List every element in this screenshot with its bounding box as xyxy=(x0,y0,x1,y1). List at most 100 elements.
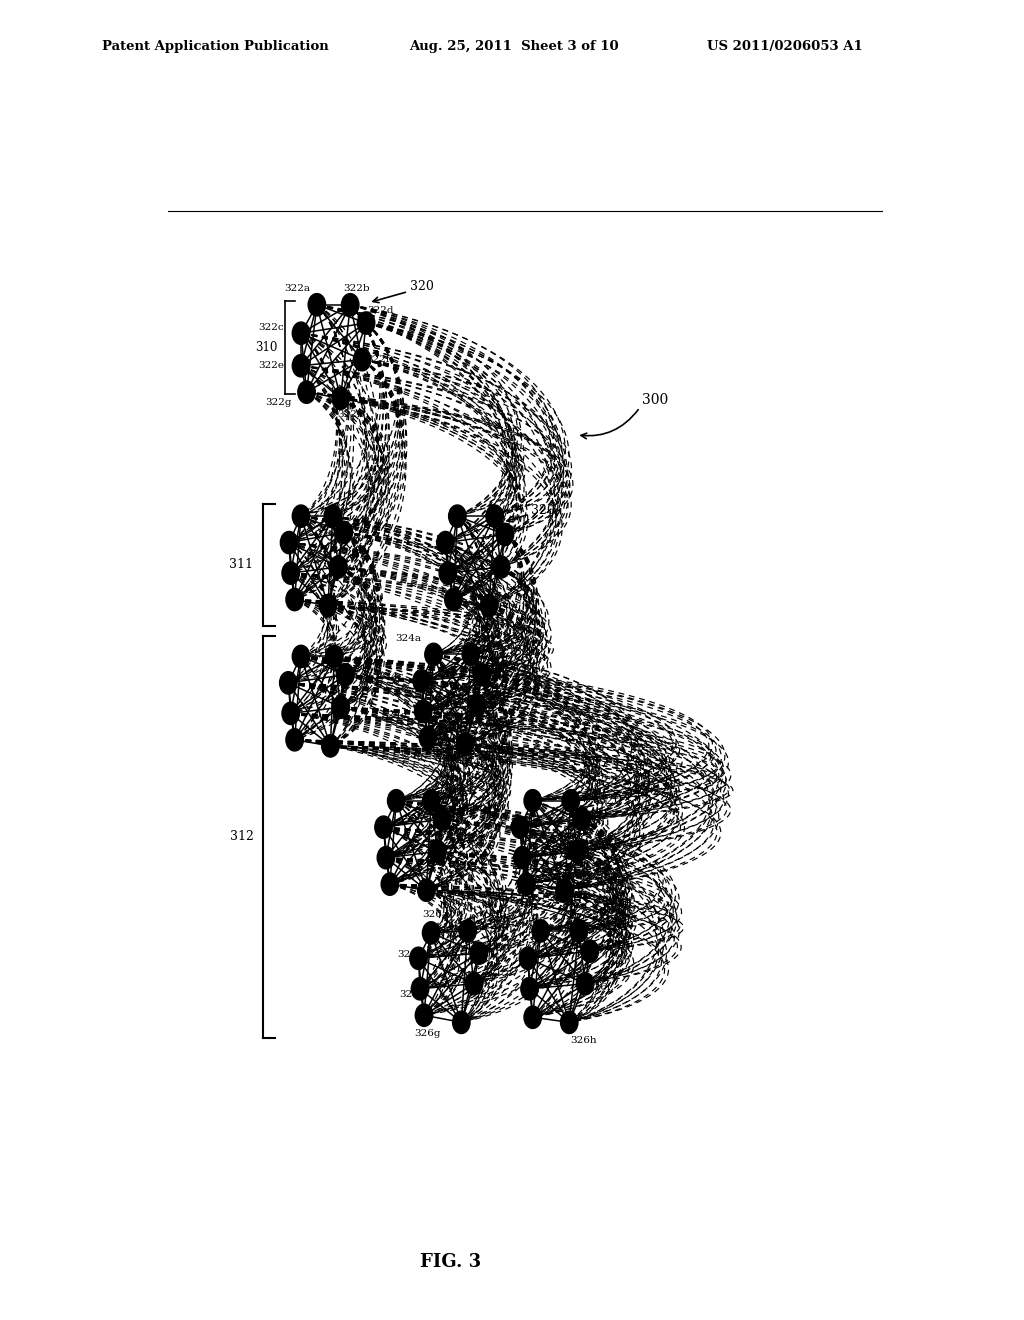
Text: US 2011/0206053 A1: US 2011/0206053 A1 xyxy=(707,40,862,53)
Text: 322g: 322g xyxy=(265,397,292,407)
Circle shape xyxy=(280,672,297,694)
Text: 324c: 324c xyxy=(379,672,404,681)
Circle shape xyxy=(462,643,479,665)
Circle shape xyxy=(282,702,299,725)
Circle shape xyxy=(457,733,474,755)
Circle shape xyxy=(319,594,337,616)
Circle shape xyxy=(337,664,354,686)
Text: 322f: 322f xyxy=(367,355,390,364)
Circle shape xyxy=(459,920,476,942)
Circle shape xyxy=(375,816,392,838)
Circle shape xyxy=(470,942,487,965)
Circle shape xyxy=(286,589,303,611)
Circle shape xyxy=(412,978,429,1001)
Circle shape xyxy=(292,355,309,378)
Circle shape xyxy=(415,700,432,722)
Circle shape xyxy=(444,589,462,611)
Text: 322b: 322b xyxy=(343,284,370,293)
Circle shape xyxy=(423,921,440,944)
Circle shape xyxy=(439,562,457,585)
Text: 320: 320 xyxy=(598,795,622,808)
Circle shape xyxy=(524,1006,542,1028)
Text: 326c: 326c xyxy=(397,950,423,958)
Circle shape xyxy=(436,532,455,554)
Circle shape xyxy=(497,523,514,545)
Circle shape xyxy=(493,556,510,578)
Circle shape xyxy=(573,808,591,830)
Text: 324a: 324a xyxy=(395,634,421,643)
Circle shape xyxy=(473,664,490,686)
Text: 326a: 326a xyxy=(422,909,449,919)
Circle shape xyxy=(416,1005,433,1027)
Text: 324f: 324f xyxy=(478,701,502,710)
Circle shape xyxy=(556,879,573,902)
Circle shape xyxy=(521,978,539,1001)
Circle shape xyxy=(381,873,398,895)
Circle shape xyxy=(425,643,442,665)
Text: 326h: 326h xyxy=(570,1036,597,1045)
Circle shape xyxy=(560,1011,578,1034)
Circle shape xyxy=(341,293,359,315)
Circle shape xyxy=(486,506,504,528)
Text: 324h: 324h xyxy=(460,758,486,767)
Circle shape xyxy=(330,556,347,578)
Circle shape xyxy=(326,645,343,668)
Circle shape xyxy=(423,789,440,812)
Text: 322c: 322c xyxy=(258,322,284,331)
Circle shape xyxy=(298,381,315,404)
Text: 320: 320 xyxy=(514,645,539,657)
Circle shape xyxy=(582,940,599,962)
Circle shape xyxy=(332,387,349,409)
Circle shape xyxy=(518,873,536,895)
Text: 322h: 322h xyxy=(337,411,364,418)
Circle shape xyxy=(468,694,486,717)
Circle shape xyxy=(413,669,430,692)
Circle shape xyxy=(410,948,427,969)
Text: 322a: 322a xyxy=(284,284,310,293)
Circle shape xyxy=(377,846,394,869)
Text: 322d: 322d xyxy=(368,306,393,315)
Circle shape xyxy=(511,816,528,838)
Circle shape xyxy=(292,645,309,668)
Text: 312: 312 xyxy=(229,830,253,843)
Circle shape xyxy=(449,506,466,528)
Text: 326f: 326f xyxy=(588,983,611,993)
Text: 324b: 324b xyxy=(467,634,494,643)
Circle shape xyxy=(570,920,588,942)
Circle shape xyxy=(387,789,404,812)
Text: Patent Application Publication: Patent Application Publication xyxy=(102,40,329,53)
Circle shape xyxy=(335,521,352,544)
Circle shape xyxy=(519,948,537,969)
Circle shape xyxy=(480,594,498,616)
Circle shape xyxy=(514,846,531,869)
Circle shape xyxy=(524,789,542,812)
Text: FIG. 3: FIG. 3 xyxy=(420,1253,481,1271)
Text: 300: 300 xyxy=(642,393,669,408)
Circle shape xyxy=(281,532,298,554)
Circle shape xyxy=(568,841,586,863)
Circle shape xyxy=(465,973,482,995)
Circle shape xyxy=(353,348,371,371)
Circle shape xyxy=(453,1011,470,1034)
Text: 326g: 326g xyxy=(415,1030,441,1038)
Text: 320: 320 xyxy=(410,280,433,293)
Text: 324g: 324g xyxy=(397,751,424,760)
Text: 310: 310 xyxy=(255,341,278,354)
Text: 311: 311 xyxy=(229,558,253,572)
Circle shape xyxy=(419,726,436,748)
Text: 324e: 324e xyxy=(382,711,408,719)
Text: 320: 320 xyxy=(598,920,622,933)
Circle shape xyxy=(418,879,435,902)
Text: 326b: 326b xyxy=(580,908,606,917)
Circle shape xyxy=(282,562,299,585)
Text: 320: 320 xyxy=(531,503,555,516)
Circle shape xyxy=(324,506,341,528)
Circle shape xyxy=(322,735,339,758)
Text: Aug. 25, 2011  Sheet 3 of 10: Aug. 25, 2011 Sheet 3 of 10 xyxy=(410,40,620,53)
Circle shape xyxy=(433,808,451,830)
Text: 326e: 326e xyxy=(399,990,425,999)
Text: 326d: 326d xyxy=(591,942,617,952)
Text: 322e: 322e xyxy=(258,362,284,370)
Circle shape xyxy=(332,696,349,718)
Circle shape xyxy=(562,789,580,812)
